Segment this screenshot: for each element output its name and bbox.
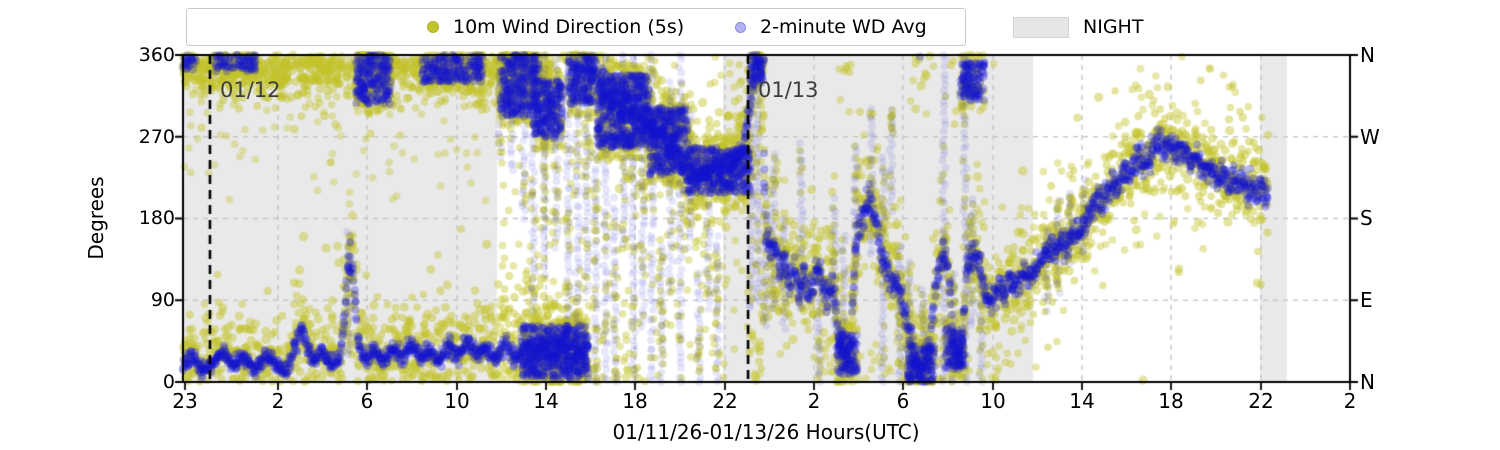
x-tick-label-13: 2 — [1343, 389, 1357, 413]
yellow-dot-marker-icon — [427, 21, 439, 33]
right-tick-label-n-bottom: N — [1360, 370, 1375, 394]
x-tick-label-2: 6 — [360, 389, 374, 413]
right-tick-label-n-top: N — [1360, 43, 1375, 67]
y-tick-label-0: 0 — [162, 371, 175, 393]
date-annotation-0112: 01/12 — [220, 78, 281, 102]
y-tick-label-180: 180 — [138, 207, 175, 229]
x-tick-label-3: 10 — [444, 389, 470, 413]
right-tick-label-w: W — [1360, 125, 1380, 149]
night-patch-marker-icon — [1013, 16, 1069, 38]
x-tick-label-12: 22 — [1248, 389, 1274, 413]
blue-dot-marker-icon — [735, 21, 746, 33]
legend-item-wd-avg: 2-minute WD Avg — [735, 9, 927, 45]
right-tick-label-e: E — [1360, 288, 1373, 312]
y-tick-label-270: 270 — [138, 126, 175, 148]
y-tick-label-90: 90 — [150, 289, 175, 311]
x-tick-label-5: 18 — [622, 389, 648, 413]
right-tick-label-s: S — [1360, 206, 1373, 230]
x-axis-title: 01/11/26-01/13/26 Hours(UTC) — [612, 420, 920, 444]
x-tick-label-1: 2 — [271, 389, 285, 413]
legend-item-night: NIGHT — [1013, 9, 1143, 45]
x-tick-label-6: 22 — [712, 389, 738, 413]
x-tick-label-7: 2 — [807, 389, 821, 413]
y-axis-title: Degrees — [84, 176, 108, 260]
x-tick-label-11: 18 — [1158, 389, 1184, 413]
legend-label-wind-5s: 10m Wind Direction (5s) — [453, 16, 685, 38]
legend-label-wd-avg: 2-minute WD Avg — [760, 16, 927, 38]
chart-legend: 10m Wind Direction (5s) 2-minute WD Avg … — [186, 8, 1143, 46]
legend-item-wind-5s: 10m Wind Direction (5s) — [427, 9, 684, 45]
x-tick-label-4: 14 — [533, 389, 559, 413]
x-tick-label-8: 6 — [896, 389, 910, 413]
legend-label-night: NIGHT — [1083, 16, 1144, 38]
date-annotation-0113: 01/13 — [758, 78, 819, 102]
x-tick-label-0: 23 — [172, 389, 198, 413]
x-tick-label-9: 10 — [980, 389, 1006, 413]
y-tick-label-360: 360 — [138, 44, 175, 66]
x-tick-label-10: 14 — [1069, 389, 1095, 413]
